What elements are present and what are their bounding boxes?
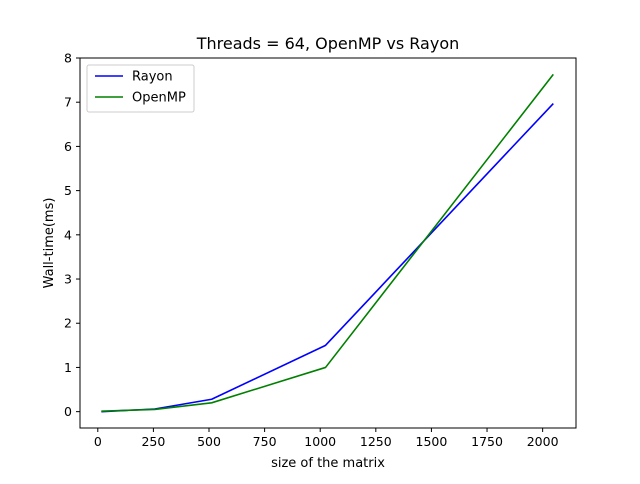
y-tick-label: 3 [64,272,72,287]
chart-title: Threads = 64, OpenMP vs Rayon [196,34,460,53]
plot-area-frame [79,57,577,429]
legend: Rayon OpenMP [86,64,195,113]
x-tick-label: 250 [141,434,165,449]
x-tick-label: 500 [197,434,221,449]
y-tick-label: 0 [64,404,72,419]
legend-label-openmp: OpenMP [132,91,186,106]
x-tick-label: 750 [253,434,277,449]
y-tick-label: 6 [64,139,72,154]
y-axis-ticks: 0 1 2 3 4 5 6 7 8 [64,51,80,419]
x-tick-label: 2000 [527,434,559,449]
x-tick-label: 1250 [360,434,392,449]
y-tick-label: 2 [64,316,72,331]
legend-label-rayon: Rayon [132,70,173,85]
x-tick-label: 0 [94,434,102,449]
x-tick-label: 1500 [416,434,448,449]
y-tick-label: 4 [64,227,72,242]
x-tick-label: 1000 [304,434,336,449]
y-tick-label: 8 [64,51,72,66]
plot-lines [101,73,554,413]
series-line-openmp [101,73,554,412]
x-axis-label: size of the matrix [271,456,385,471]
x-tick-label: 1750 [471,434,503,449]
x-axis-ticks: 0 250 500 750 1000 1250 1500 1750 2000 [94,428,559,449]
y-tick-label: 7 [64,95,72,110]
y-tick-label: 5 [64,183,72,198]
y-tick-label: 1 [64,360,72,375]
y-axis-label: Wall-time(ms) [42,198,57,289]
